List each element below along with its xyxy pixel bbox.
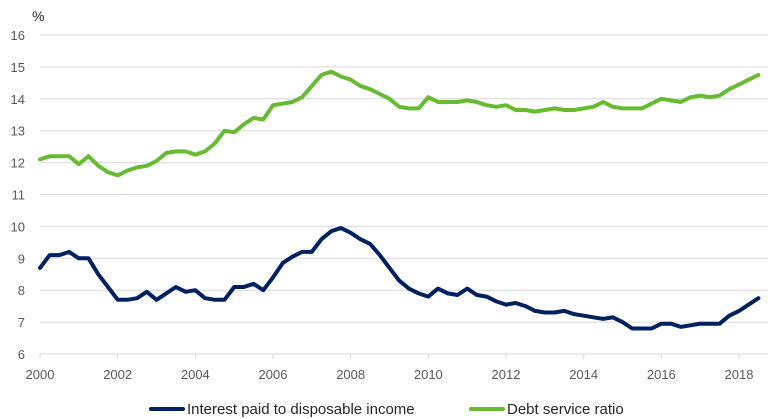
- x-axis: 2000 2002 2004 2006 2008 2010 2012 2014 2016 2018: [26, 353, 768, 382]
- y-tick-label: 7: [18, 315, 25, 330]
- gridlines: [40, 34, 768, 323]
- series-line-debt-service-ratio: [38, 69, 761, 178]
- x-tick-label: 2000: [26, 367, 55, 382]
- y-axis-ticks: 6 7 8 9 10 11 12 13 14 15 16: [11, 28, 25, 362]
- y-tick-label: 8: [18, 283, 25, 298]
- y-tick-label: 9: [18, 251, 25, 266]
- y-axis-unit-label: %: [32, 8, 44, 24]
- y-tick-label: 11: [12, 188, 26, 203]
- legend-label-interest-paid: Interest paid to disposable income: [187, 401, 415, 418]
- series-lines: [38, 69, 761, 331]
- x-tick-label: 2002: [103, 367, 132, 382]
- x-tick-label: 2016: [647, 367, 676, 382]
- x-tick-label: 2010: [414, 367, 443, 382]
- x-tick-label: 2014: [569, 367, 598, 382]
- y-tick-label: 12: [11, 156, 25, 171]
- series-line-interest-paid: [38, 226, 761, 331]
- x-tick-label: 2008: [336, 367, 365, 382]
- y-tick-label: 13: [11, 124, 25, 139]
- x-tick-label: 2004: [181, 367, 210, 382]
- y-tick-label: 16: [11, 28, 25, 43]
- y-tick-label: 6: [18, 347, 25, 362]
- x-tick-label: 2018: [725, 367, 754, 382]
- legend-label-debt-service: Debt service ratio: [507, 401, 624, 418]
- x-tick-label: 2006: [259, 367, 288, 382]
- y-tick-label: 14: [11, 92, 25, 107]
- y-tick-label: 15: [11, 60, 25, 75]
- legend: Interest paid to disposable income Debt …: [149, 401, 624, 418]
- x-tick-label: 2012: [492, 367, 521, 382]
- y-tick-label: 10: [11, 219, 25, 234]
